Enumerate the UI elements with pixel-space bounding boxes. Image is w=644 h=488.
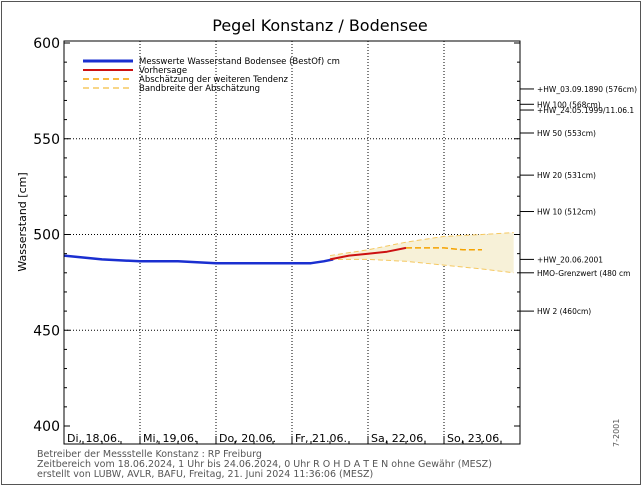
legend-label: Bandbreite der Abschätzung: [139, 84, 260, 94]
range-band-upper: [329, 232, 514, 257]
threshold-label: HW 10 (512cm): [537, 208, 596, 217]
y-tick-label: 400: [33, 419, 60, 435]
x-tick-label: Do, 20.06.: [219, 432, 276, 445]
legend: Messwerte Wasserstand Bodensee (BestOf) …: [83, 57, 340, 94]
footer-created: erstellt von LUBW, AVLR, BAFU, Freitag, …: [37, 469, 374, 480]
threshold-label: HW 2 (460cm): [537, 307, 591, 316]
y-tick-labels: 400 450 500 550 600: [33, 36, 60, 435]
y-tick-label: 600: [33, 36, 60, 52]
legend-label: Abschätzung der weiteren Tendenz: [139, 75, 289, 85]
x-tick-label: Fr, 21.06.: [295, 432, 347, 445]
y-tick-label: 550: [33, 132, 60, 148]
axis-ticks: [63, 42, 520, 444]
footer-time-range: Zeitbereich vom 18.06.2024, 1 Uhr bis 24…: [37, 459, 492, 470]
measured-series-line: [63, 254, 334, 265]
legend-label: Messwerte Wasserstand Bodensee (BestOf) …: [139, 57, 340, 67]
threshold-label: HW 20 (531cm): [537, 171, 596, 180]
threshold-label: HW 100 (568cm): [537, 100, 601, 109]
footer-operator: Betreiber der Messstelle Konstanz : RP F…: [37, 449, 262, 460]
x-tick-label: Di, 18.06.: [67, 432, 121, 445]
legend-label: Vorhersage: [139, 66, 187, 76]
tendency-series-line: [406, 247, 482, 251]
range-band: [329, 232, 514, 274]
forecast-series-line: [329, 246, 407, 261]
chart-title: Pegel Konstanz / Bodensee: [212, 16, 428, 35]
threshold-label: +HW_24.05.1999/11.06.1: [537, 106, 634, 115]
y-tick-label: 450: [33, 323, 60, 339]
x-tick-label: Sa, 22.06.: [371, 432, 427, 445]
y-axis-label: Wasserstand [cm]: [16, 172, 29, 271]
threshold-label: HW 50 (553cm): [537, 129, 596, 138]
threshold-markers: +HW_03.09.1890 (576cm)HW 100 (568cm)+HW_…: [520, 85, 637, 316]
range-band-fill: [330, 232, 514, 273]
y-tick-label: 500: [33, 228, 60, 244]
threshold-label: +HW_03.09.1890 (576cm): [537, 85, 637, 94]
x-tick-label: So, 23.06.: [447, 432, 503, 445]
x-tick-labels: Di, 18.06. Mi, 19.06. Do, 20.06. Fr, 21.06.…: [67, 432, 503, 445]
x-tick-label: Mi, 19.06.: [143, 432, 198, 445]
threshold-label: HMO-Grenzwert (480 cm: [537, 269, 630, 278]
threshold-label: +HW_20.06.2001: [537, 255, 603, 264]
series-lines: [63, 246, 482, 265]
side-code: 7-2001: [612, 418, 621, 447]
